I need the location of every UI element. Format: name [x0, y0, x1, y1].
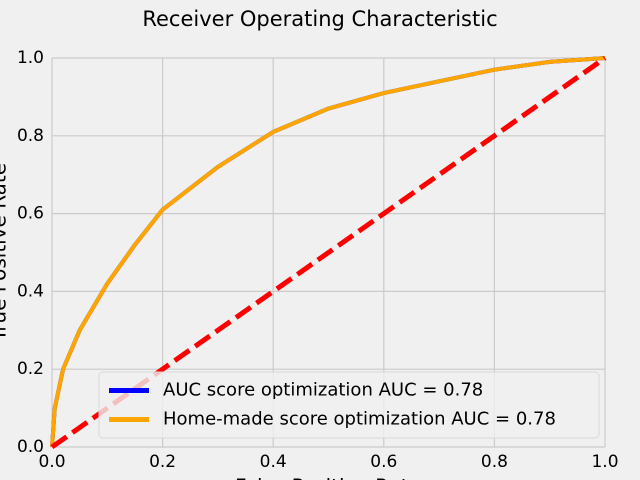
x-axis-label: False Positive Rate: [235, 475, 421, 480]
y-tick-label: 0.6: [17, 204, 44, 224]
y-tick-label: 0.0: [17, 437, 44, 457]
x-tick-label: 0.4: [260, 452, 287, 472]
legend-box: [98, 371, 600, 439]
legend-label: AUC score optimization AUC = 0.78: [163, 380, 483, 401]
x-tick-label: 0.2: [149, 452, 176, 472]
y-tick-label: 1.0: [17, 48, 44, 68]
x-tick-label: 0.0: [38, 452, 65, 472]
y-tick-label: 0.2: [17, 359, 44, 379]
x-tick-label: 0.8: [481, 452, 508, 472]
legend-label: Home-made score optimization AUC = 0.78: [163, 409, 556, 430]
x-tick-label: 1.0: [591, 452, 618, 472]
chart-title: Receiver Operating Characteristic: [142, 7, 497, 31]
roc-curve: [50, 56, 606, 448]
y-tick-label: 0.8: [17, 126, 44, 146]
y-tick-label: 0.4: [17, 281, 44, 301]
x-tick-label: 0.6: [370, 452, 397, 472]
legend: AUC score optimization AUC = 0.78 Home-ma…: [98, 371, 600, 439]
y-axis-label: True Positive Rate: [0, 163, 11, 342]
